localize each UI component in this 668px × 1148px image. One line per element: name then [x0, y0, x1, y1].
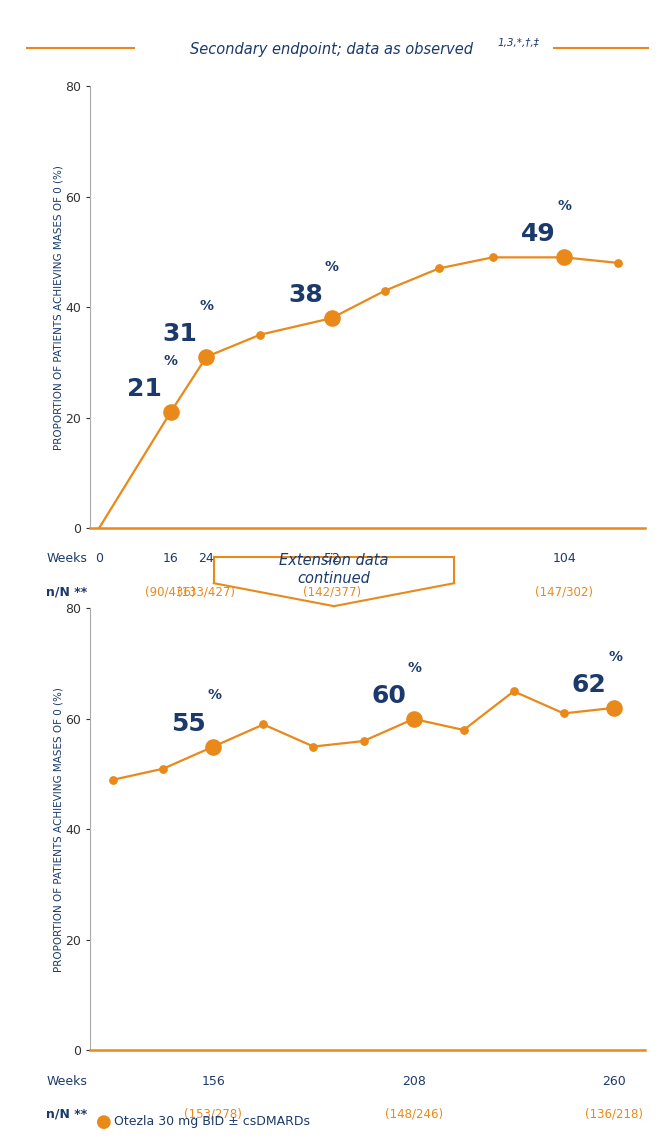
- Y-axis label: PROPORTION OF PATIENTS ACHIEVING MASES OF 0 (%): PROPORTION OF PATIENTS ACHIEVING MASES O…: [53, 164, 63, 450]
- Text: 38: 38: [288, 284, 323, 307]
- Point: [558, 704, 569, 722]
- Point: [165, 403, 176, 421]
- Text: (90/436): (90/436): [146, 585, 196, 598]
- Point: [609, 699, 619, 718]
- Text: n/N **: n/N **: [46, 1108, 88, 1120]
- Text: 62: 62: [571, 673, 606, 697]
- Text: Weeks: Weeks: [47, 1075, 88, 1087]
- Text: (136/218): (136/218): [584, 1108, 643, 1120]
- Point: [208, 737, 218, 755]
- Point: [258, 715, 269, 734]
- Text: 156: 156: [202, 1075, 225, 1087]
- Text: Secondary endpoint; data as observed: Secondary endpoint; data as observed: [190, 42, 478, 57]
- Text: %: %: [164, 354, 178, 367]
- Text: 16: 16: [163, 552, 178, 565]
- Text: %: %: [208, 689, 222, 703]
- Text: 24: 24: [198, 552, 214, 565]
- Point: [326, 309, 337, 327]
- Text: 21: 21: [127, 377, 162, 401]
- Text: (133/427): (133/427): [178, 585, 235, 598]
- Text: %: %: [200, 298, 214, 312]
- Point: [201, 348, 212, 366]
- Text: n/N **: n/N **: [46, 585, 88, 598]
- Y-axis label: PROPORTION OF PATIENTS ACHIEVING MASES OF 0 (%): PROPORTION OF PATIENTS ACHIEVING MASES O…: [53, 687, 63, 972]
- Text: (147/302): (147/302): [535, 585, 593, 598]
- Text: (153/278): (153/278): [184, 1108, 242, 1120]
- Text: 260: 260: [602, 1075, 626, 1087]
- Point: [434, 259, 444, 278]
- Point: [458, 721, 469, 739]
- Text: %: %: [557, 199, 571, 214]
- Text: Weeks: Weeks: [47, 552, 88, 565]
- Text: %: %: [408, 661, 422, 675]
- Point: [559, 248, 570, 266]
- Point: [358, 732, 369, 751]
- Point: [487, 248, 498, 266]
- Text: %: %: [325, 259, 339, 274]
- Text: Otezla 30 mg BID ± csDMARDs: Otezla 30 mg BID ± csDMARDs: [114, 1115, 309, 1128]
- Text: 55: 55: [171, 712, 206, 736]
- Point: [380, 281, 391, 300]
- Text: 52: 52: [324, 552, 339, 565]
- Text: 104: 104: [552, 552, 576, 565]
- Text: (148/246): (148/246): [385, 1108, 443, 1120]
- Text: 0: 0: [95, 552, 103, 565]
- Text: 60: 60: [371, 684, 406, 708]
- Point: [508, 682, 519, 700]
- Text: ●: ●: [96, 1112, 112, 1131]
- Text: 49: 49: [520, 223, 555, 247]
- Text: 208: 208: [401, 1075, 426, 1087]
- Text: 1,3,*,†,‡: 1,3,*,†,‡: [498, 38, 540, 48]
- Point: [408, 709, 419, 728]
- Point: [613, 254, 623, 272]
- Point: [255, 326, 265, 344]
- Point: [108, 770, 119, 789]
- Point: [308, 737, 319, 755]
- Point: [158, 760, 169, 778]
- Text: 31: 31: [162, 321, 198, 346]
- Text: (142/377): (142/377): [303, 585, 361, 598]
- Text: %: %: [608, 650, 622, 664]
- Text: Extension data
continued: Extension data continued: [279, 553, 389, 585]
